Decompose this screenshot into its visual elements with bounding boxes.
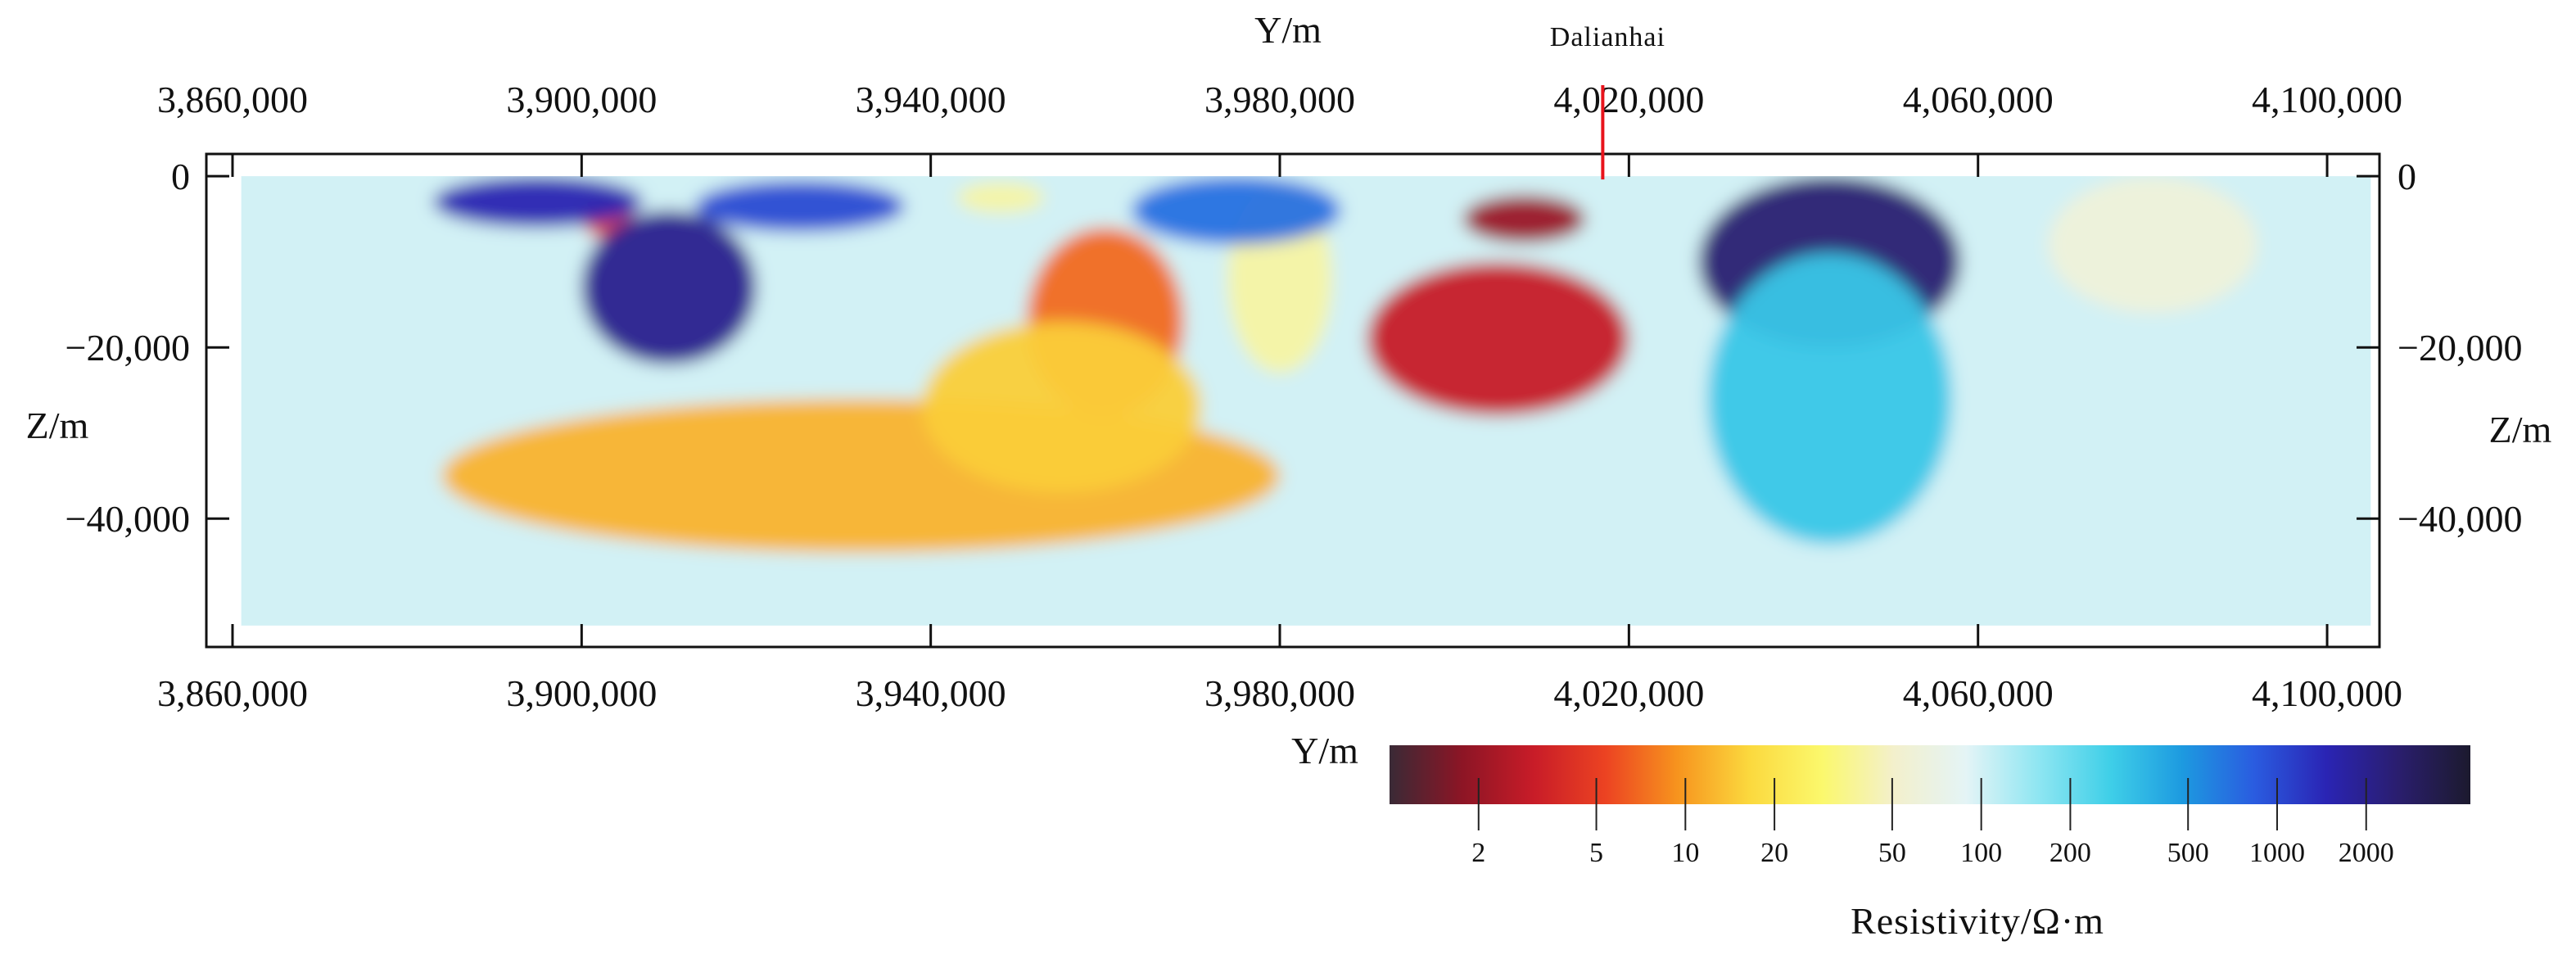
colorbar-gradient [1390, 745, 2470, 804]
colorbar-tick-label: 100 [1960, 838, 2002, 868]
bottom-axis-tick-label: 4,060,000 [1903, 672, 2054, 714]
resistivity-anomaly [922, 321, 1202, 493]
bottom-axis-tick-label: 3,980,000 [1204, 672, 1355, 714]
plot-frame [205, 152, 2381, 649]
bottom-x-axis-title: Y/m [1291, 730, 1358, 771]
top-axis-tick-label: 4,100,000 [2252, 79, 2402, 120]
colorbar-tick-label: 200 [2050, 838, 2091, 868]
top-axis-tick-label: 3,940,000 [856, 79, 1006, 120]
bottom-axis-tick-label: 4,100,000 [2252, 672, 2402, 714]
colorbar-tick-label: 10 [1671, 838, 1699, 868]
colorbar: 2 5 10 20 50 100 200 500 1000 2000 Resistivity/Ω·… [1390, 745, 2470, 942]
resistivity-anomaly [2047, 176, 2257, 314]
resistivity-section [241, 176, 2371, 626]
left-axis-tick-label: −40,000 [66, 498, 190, 540]
right-y-axis-title: Z/m [2489, 409, 2552, 450]
right-axis-ticks: 0 −20,000 −40,000 [2357, 156, 2522, 540]
top-x-axis-title: Y/m [1254, 9, 1322, 51]
colorbar-title: Resistivity/Ω·m [1851, 900, 2104, 942]
bottom-axis-tick-label: 4,020,000 [1553, 672, 1704, 714]
colorbar-tick-label: 500 [2167, 838, 2209, 868]
resistivity-anomaly [581, 210, 757, 365]
colorbar-tick-label: 5 [1589, 838, 1603, 868]
top-axis-ticks: 3,860,000 3,900,000 3,940,000 3,980,000 4,02… [157, 79, 2402, 177]
colorbar-tick-label: 50 [1878, 838, 1906, 868]
colorbar-tick-label: 2 [1471, 838, 1485, 868]
plot-area: 3,860,000 3,900,000 3,940,000 3,980,000 4,02… [66, 79, 2523, 714]
resistivity-anomaly [956, 182, 1045, 214]
resistivity-anomaly [694, 180, 905, 233]
right-axis-tick-label: −20,000 [2397, 327, 2522, 369]
resistivity-anomaly [1707, 253, 1952, 545]
colorbar-tick-label: 2000 [2339, 838, 2394, 868]
bottom-axis-tick-label: 3,900,000 [506, 672, 657, 714]
resistivity-anomaly [1131, 176, 1341, 245]
colorbar-tick-label: 1000 [2249, 838, 2305, 868]
left-y-axis-title: Z/m [26, 405, 89, 446]
station-marker: Dalianhai [1550, 22, 1665, 180]
top-axis-tick-label: 3,980,000 [1204, 79, 1355, 120]
right-axis-tick-label: 0 [2397, 156, 2416, 197]
top-axis-tick-label: 4,020,000 [1553, 79, 1704, 120]
right-axis-tick-label: −40,000 [2397, 498, 2522, 540]
bottom-axis-tick-label: 3,940,000 [856, 672, 1006, 714]
left-axis-tick-label: 0 [171, 156, 190, 197]
resistivity-anomaly [1367, 261, 1629, 416]
bottom-axis-tick-label: 3,860,000 [157, 672, 308, 714]
station-label: Dalianhai [1550, 22, 1665, 52]
colorbar-ticks: 2 5 10 20 50 100 200 500 1000 2000 [1471, 778, 2394, 868]
left-axis-tick-label: −20,000 [66, 327, 190, 369]
left-axis-ticks: 0 −20,000 −40,000 [66, 156, 229, 540]
colorbar-tick-label: 20 [1760, 838, 1788, 868]
bottom-axis-ticks: 3,860,000 3,900,000 3,940,000 3,980,000 4,02… [157, 624, 2402, 714]
resistivity-anomaly [1462, 195, 1586, 243]
resistivity-anomaly [433, 176, 643, 228]
top-axis-tick-label: 3,900,000 [506, 79, 657, 120]
top-axis-tick-label: 3,860,000 [157, 79, 308, 120]
top-axis-tick-label: 4,060,000 [1903, 79, 2054, 120]
